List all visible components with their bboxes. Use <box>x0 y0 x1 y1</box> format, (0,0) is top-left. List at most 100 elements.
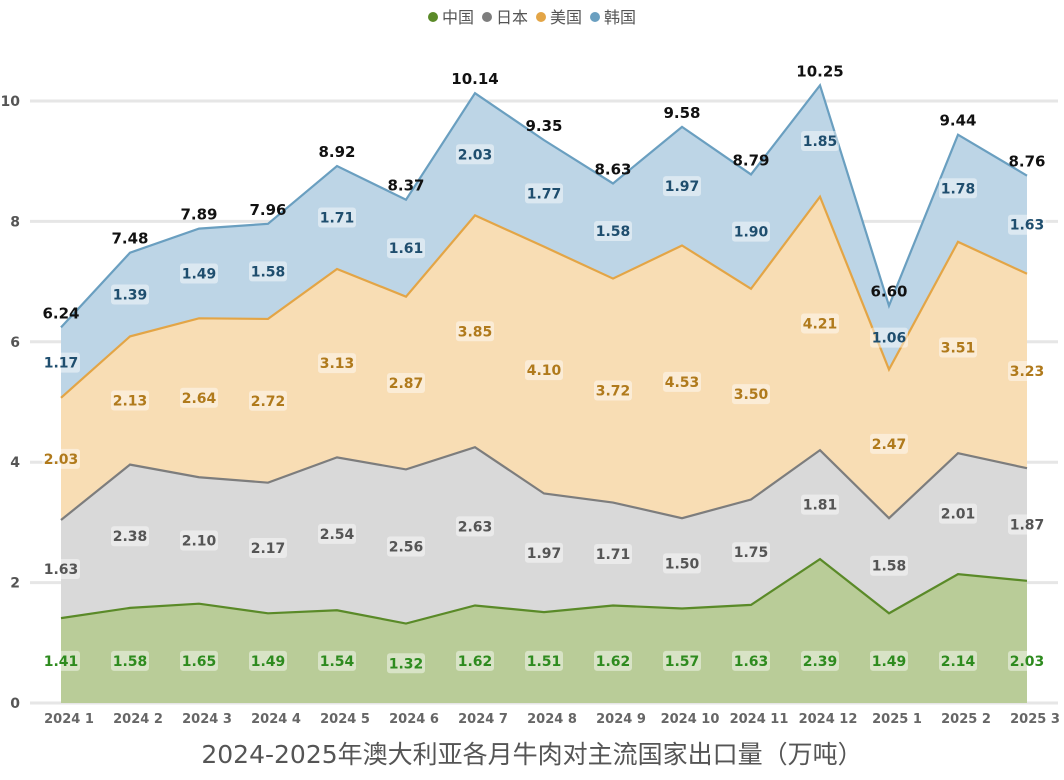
value-label: 1.78 <box>941 181 976 197</box>
value-label-bg <box>249 390 287 411</box>
value-label-bg <box>870 555 908 576</box>
value-label: 1.58 <box>596 224 631 240</box>
value-label-bg <box>456 144 494 165</box>
value-label: 1.87 <box>1010 518 1045 534</box>
x-tick-label: 2024 12 <box>799 712 858 727</box>
value-label: 1.62 <box>596 654 631 670</box>
value-label-bg <box>870 650 908 671</box>
value-label-bg <box>387 373 425 394</box>
total-label: 9.58 <box>663 104 700 122</box>
value-label-bg <box>249 261 287 282</box>
value-label: 2.01 <box>941 507 976 523</box>
x-tick-label: 2024 3 <box>182 712 232 727</box>
value-label-bg <box>387 238 425 259</box>
value-label-bg <box>732 384 770 405</box>
value-label-bg <box>111 650 149 671</box>
value-label: 2.14 <box>941 654 976 670</box>
value-label-bg <box>387 653 425 674</box>
legend-item[interactable]: 日本 <box>481 4 528 28</box>
value-label: 1.41 <box>44 654 79 670</box>
value-label-bg <box>456 650 494 671</box>
value-label-bg <box>801 650 839 671</box>
total-label: 7.48 <box>111 230 148 248</box>
value-label: 3.23 <box>1010 364 1045 380</box>
value-label-bg <box>663 650 701 671</box>
total-label: 8.76 <box>1008 153 1045 171</box>
x-tick-label: 2024 9 <box>596 712 646 727</box>
value-label: 1.65 <box>182 654 217 670</box>
value-label-bg <box>42 650 80 671</box>
value-label: 2.72 <box>251 394 286 410</box>
total-label: 10.14 <box>451 70 498 88</box>
value-label-bg <box>249 650 287 671</box>
value-label: 2.38 <box>113 529 148 545</box>
value-label: 1.57 <box>665 654 700 670</box>
total-label: 10.25 <box>796 62 843 80</box>
series-line <box>60 557 1028 625</box>
value-label-bg <box>1008 514 1046 535</box>
x-tick-label: 2024 1 <box>44 712 94 727</box>
y-tick-label: 0 <box>10 696 20 712</box>
y-tick-label: 10 <box>1 94 21 110</box>
value-label-bg <box>42 352 80 373</box>
series-area <box>61 559 1027 703</box>
series-area <box>61 196 1027 520</box>
legend-item[interactable]: 美国 <box>536 4 582 28</box>
value-label-bg <box>801 313 839 334</box>
value-label-bg <box>318 523 356 544</box>
value-label: 1.51 <box>527 654 562 670</box>
legend-marker <box>590 12 601 22</box>
value-label: 1.75 <box>734 545 769 561</box>
value-label: 1.58 <box>251 264 286 280</box>
value-label: 1.63 <box>734 654 769 670</box>
value-label: 1.71 <box>320 210 355 226</box>
value-label: 2.13 <box>113 393 148 409</box>
value-label-bg <box>594 221 632 242</box>
value-label-bg <box>870 433 908 454</box>
value-label: 1.85 <box>803 134 838 150</box>
value-label-bg <box>663 176 701 197</box>
value-label-bg <box>318 353 356 374</box>
value-label: 2.64 <box>182 391 217 407</box>
value-label-bg <box>180 263 218 284</box>
value-label: 2.63 <box>458 519 493 535</box>
value-label-bg <box>663 371 701 392</box>
value-label-bg <box>939 337 977 358</box>
value-label-bg <box>1008 360 1046 381</box>
value-label: 2.87 <box>389 376 424 392</box>
value-label: 2.03 <box>458 147 493 163</box>
value-label-bg <box>594 650 632 671</box>
value-label-bg <box>939 650 977 671</box>
value-label-bg <box>1008 214 1046 235</box>
value-label-bg <box>663 553 701 574</box>
value-label: 2.56 <box>389 539 424 555</box>
value-label: 2.10 <box>182 533 217 549</box>
x-tick-label: 2025 2 <box>941 712 991 727</box>
value-label-bg <box>939 503 977 524</box>
chart-title: 2024-2025年澳大利亚各月牛肉对主流国家出口量（万吨） <box>201 740 863 769</box>
total-label: 8.92 <box>318 143 355 161</box>
value-label: 3.51 <box>941 341 976 357</box>
value-label-bg <box>594 380 632 401</box>
y-tick-label: 8 <box>10 214 20 230</box>
series-line <box>60 83 1028 329</box>
value-label: 1.81 <box>803 498 838 514</box>
legend-marker <box>427 12 438 22</box>
x-tick-label: 2025 1 <box>872 712 922 727</box>
value-label-bg <box>318 650 356 671</box>
legend-item[interactable]: 中国 <box>427 4 474 28</box>
total-label: 8.79 <box>732 151 769 169</box>
value-label-bg <box>456 516 494 537</box>
legend-label: 中国 <box>441 8 474 27</box>
value-label: 1.77 <box>527 186 562 202</box>
value-label-bg <box>594 544 632 565</box>
value-label: 1.49 <box>872 654 907 670</box>
value-label-bg <box>180 650 218 671</box>
value-label-bg <box>387 536 425 557</box>
legend-item[interactable]: 韩国 <box>590 4 636 28</box>
value-label-bg <box>111 284 149 305</box>
value-label-bg <box>870 327 908 348</box>
value-label: 3.50 <box>734 387 769 403</box>
